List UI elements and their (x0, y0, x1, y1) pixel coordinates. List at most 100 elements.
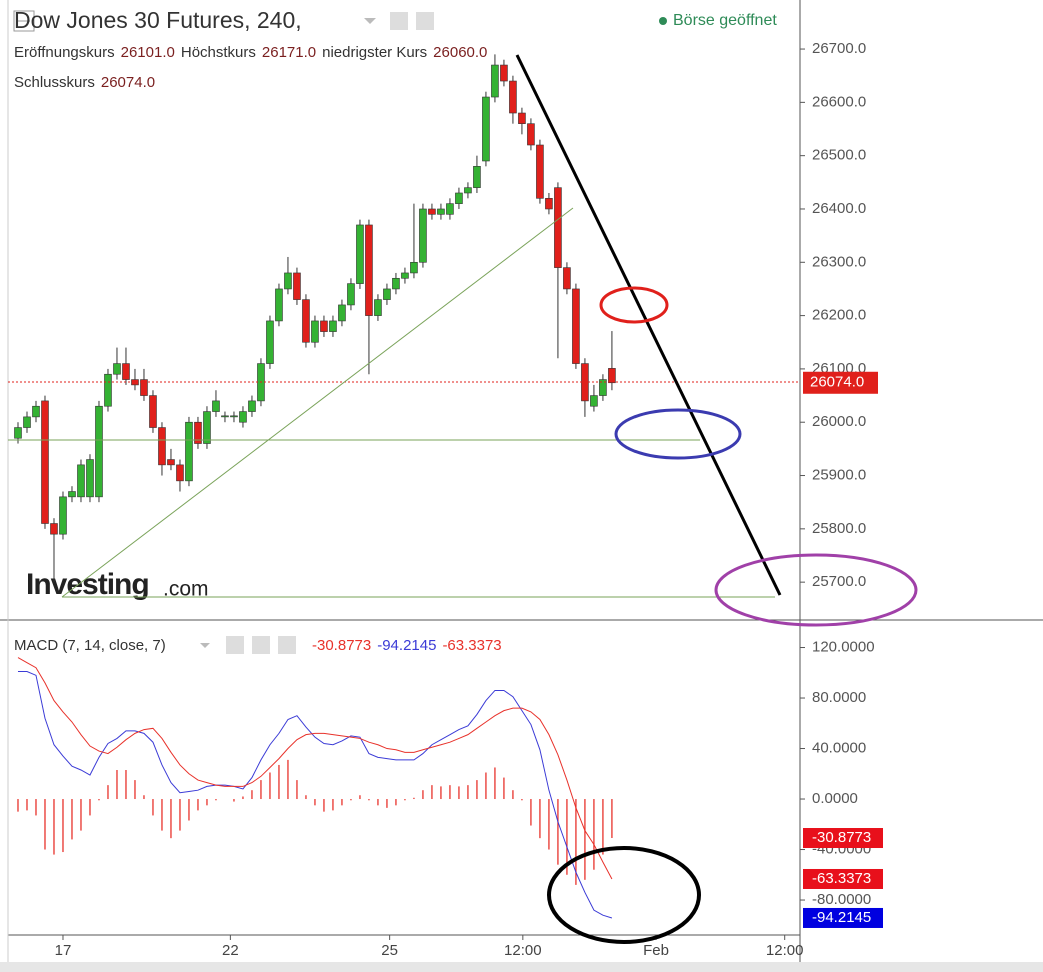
settings-icon[interactable] (252, 636, 270, 654)
candle-body (140, 379, 148, 396)
candle-body (482, 96, 490, 162)
candle-body (50, 523, 58, 535)
value-tag (803, 868, 883, 889)
candle-body (32, 405, 40, 418)
candle-body (437, 208, 445, 215)
candle-body (320, 320, 328, 332)
highlight-ellipse (599, 286, 669, 324)
candle-body (185, 421, 193, 482)
candle-body (473, 166, 481, 188)
x-tick-label: Feb (643, 942, 669, 959)
annotations (8, 54, 800, 598)
market-status: Börse geöffnet (673, 12, 777, 29)
info-value: 26101.0 (120, 44, 175, 61)
candle-body (122, 363, 130, 380)
eye-icon[interactable] (226, 636, 244, 654)
y-tick-label: 25900.0 (812, 466, 866, 483)
candle-body (545, 198, 553, 210)
scrollbar (0, 962, 1043, 972)
candle-body (230, 415, 238, 418)
candle-body (563, 267, 571, 290)
candle-body (266, 320, 274, 364)
candle-body (554, 187, 562, 268)
indicator-value: -30.8773 (312, 637, 372, 654)
highlight-ellipse (714, 553, 918, 627)
chart-title: Dow Jones 30 Futures, 240, (14, 7, 302, 33)
candle-body (212, 400, 220, 412)
collapse-icon[interactable] (13, 10, 35, 32)
candle-body (77, 464, 85, 498)
candle-body (149, 395, 157, 428)
trend-line (61, 207, 574, 598)
y-tick-label: 26300.0 (812, 253, 866, 270)
candle-body (428, 208, 436, 215)
candle-body (329, 320, 337, 332)
indicator-value: -94.2145 (377, 637, 437, 654)
candle-body (158, 427, 166, 466)
candle-body (311, 320, 319, 343)
candle-body (68, 491, 76, 498)
value-tag-label: -63.3373 (812, 870, 871, 887)
close-icon[interactable] (278, 636, 296, 654)
candle-body (455, 192, 463, 204)
y-tick-label: 40.0000 (812, 739, 866, 756)
candle-body (374, 299, 382, 316)
candle-body (518, 112, 526, 124)
candle-body (104, 373, 112, 407)
y-tick-label: 26600.0 (812, 93, 866, 110)
value-tag-label: -94.2145 (812, 909, 871, 926)
candle-body (500, 64, 508, 82)
dropdown-icon[interactable] (200, 643, 210, 648)
indicator-value: -63.3373 (442, 637, 502, 654)
candle-body (401, 272, 409, 279)
info-value: 26074.0 (100, 74, 156, 91)
candle-body (113, 363, 121, 375)
highlight-ellipse (547, 846, 701, 944)
y-tick-label: 26400.0 (812, 200, 866, 217)
last-price-label: 26074.0 (810, 374, 864, 391)
candle-body (167, 459, 175, 466)
candle-body (338, 304, 346, 322)
settings-icon[interactable] (416, 12, 434, 30)
candle-body (572, 288, 580, 364)
candle-body (536, 144, 544, 199)
axes-layer: 25700.025800.025900.026000.026100.026200… (55, 40, 883, 959)
eye-icon[interactable] (390, 12, 408, 30)
candle-body (356, 224, 364, 284)
candle-body (176, 464, 184, 482)
candle-body (302, 299, 310, 343)
watermark-suffix: .com (163, 578, 209, 601)
x-tick-label: 22 (222, 942, 239, 959)
highlight-ellipse (614, 408, 742, 460)
candle-body (203, 411, 211, 444)
candle-body (410, 261, 418, 274)
indicator-values: -30.8773 -94.2145 -63.3373 (312, 637, 508, 654)
candle-body (131, 379, 139, 386)
info-label: Eröffnungskurs (14, 44, 115, 61)
y-tick-label: -80.0000 (812, 891, 871, 908)
y-tick-label: 80.0000 (812, 689, 866, 706)
candle-body (392, 277, 400, 290)
value-tag-label: -30.8773 (812, 829, 871, 846)
candle-body (590, 395, 598, 407)
y-tick-label: 26700.0 (812, 40, 866, 57)
candle-body (86, 459, 94, 498)
plot-layer (14, 54, 616, 919)
y-tick-label: 25700.0 (812, 573, 866, 590)
info-value: 26060.0 (433, 44, 488, 61)
candle-body (59, 496, 67, 535)
candle-body (248, 400, 256, 412)
last-price-tag (803, 371, 878, 394)
value-tag (803, 828, 883, 849)
indicator-title: MACD (7, 14, close, 7) (14, 637, 166, 654)
candle-body (23, 416, 31, 428)
dropdown-icon[interactable] (364, 18, 376, 24)
y-tick-label: 0.0000 (812, 790, 858, 807)
annotations-top (547, 553, 918, 944)
y-tick-label: 26000.0 (812, 413, 866, 430)
candle-body (221, 415, 229, 418)
candle-body (527, 123, 535, 146)
x-tick-label: 12:00 (504, 942, 542, 959)
